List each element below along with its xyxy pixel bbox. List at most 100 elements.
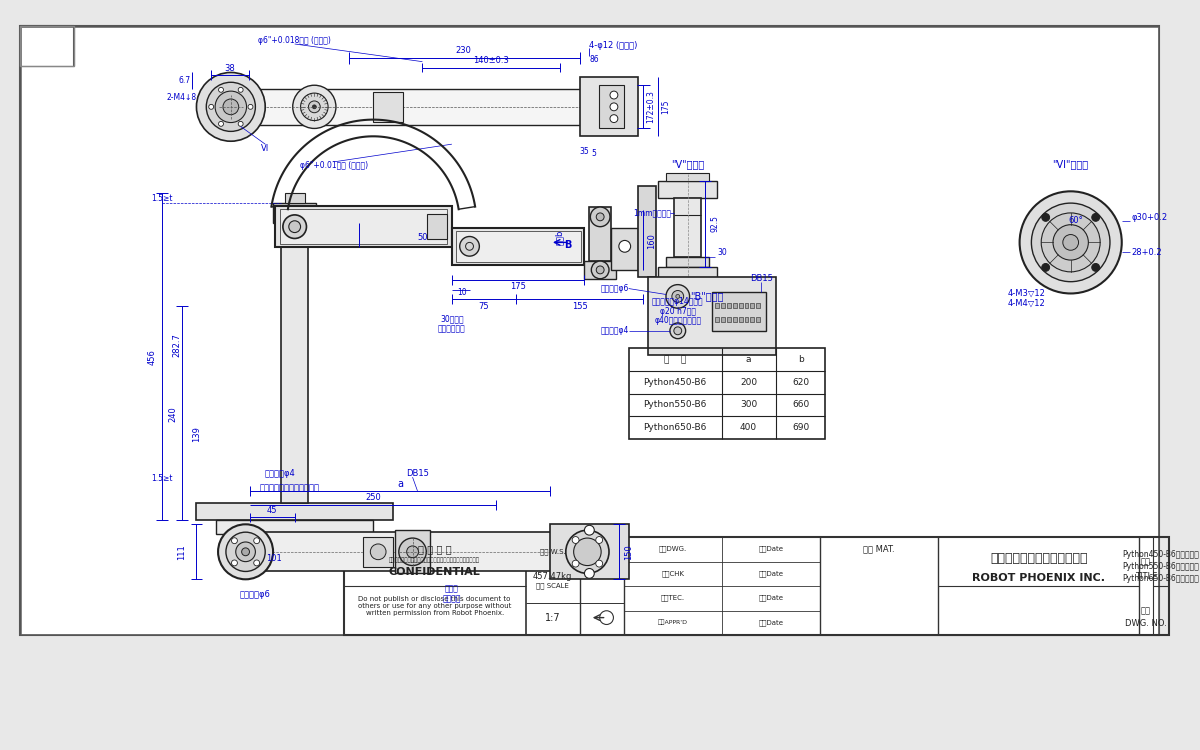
Circle shape xyxy=(218,87,223,92)
Bar xyxy=(658,267,718,286)
Bar xyxy=(275,206,452,248)
Circle shape xyxy=(232,560,238,566)
Circle shape xyxy=(206,82,256,131)
Text: 指示灯
按钮按钮: 指示灯 按钮按钮 xyxy=(443,584,461,604)
Text: 5: 5 xyxy=(592,149,596,158)
Text: 重量 W.S.: 重量 W.S. xyxy=(540,548,565,555)
Circle shape xyxy=(239,122,244,126)
Text: 240: 240 xyxy=(168,406,178,422)
Text: φ6"+0.01管管 (变位孔): φ6"+0.01管管 (变位孔) xyxy=(300,161,368,170)
Circle shape xyxy=(1042,214,1050,221)
Bar xyxy=(364,537,392,566)
Text: 139: 139 xyxy=(192,426,200,442)
Bar xyxy=(19,26,73,65)
Text: DWG. NO.: DWG. NO. xyxy=(1126,619,1166,628)
Circle shape xyxy=(218,122,223,126)
Text: 日期Date: 日期Date xyxy=(758,545,784,552)
Text: 150: 150 xyxy=(624,544,634,560)
Circle shape xyxy=(253,560,259,566)
Bar xyxy=(373,92,403,122)
Circle shape xyxy=(371,544,386,560)
Text: 工艺TEC.: 工艺TEC. xyxy=(661,595,685,602)
Text: 1:7: 1:7 xyxy=(545,613,560,622)
Text: 60°: 60° xyxy=(1068,216,1082,225)
Circle shape xyxy=(248,104,253,110)
Circle shape xyxy=(312,105,317,109)
Text: 4-M4▽12: 4-M4▽12 xyxy=(1008,298,1045,307)
Circle shape xyxy=(595,536,602,544)
Text: Python650-B6整机外形图: Python650-B6整机外形图 xyxy=(1122,574,1199,583)
Circle shape xyxy=(1063,235,1079,250)
Circle shape xyxy=(226,532,265,572)
Text: 35: 35 xyxy=(580,146,589,155)
Text: 注：机械停止位的冲程余量: 注：机械停止位的冲程余量 xyxy=(259,484,319,493)
Text: 30: 30 xyxy=(718,248,727,256)
Bar xyxy=(584,261,616,279)
Bar xyxy=(452,228,584,265)
Text: 620: 620 xyxy=(792,378,809,387)
Text: 230: 230 xyxy=(456,46,472,56)
Bar xyxy=(750,317,755,322)
Text: 175: 175 xyxy=(661,100,671,114)
Circle shape xyxy=(619,241,631,252)
Text: 456: 456 xyxy=(148,349,157,364)
Circle shape xyxy=(209,104,214,110)
Bar xyxy=(658,181,718,198)
Text: TITLE: TITLE xyxy=(1135,572,1157,580)
Circle shape xyxy=(253,538,259,544)
Text: 1.5≥t: 1.5≥t xyxy=(151,194,173,202)
Bar xyxy=(629,349,826,439)
Circle shape xyxy=(308,101,320,112)
Bar xyxy=(744,317,749,322)
Text: DB15: DB15 xyxy=(750,274,773,284)
Circle shape xyxy=(218,524,274,579)
Bar xyxy=(343,537,1169,635)
Circle shape xyxy=(235,542,256,562)
Circle shape xyxy=(670,323,685,339)
Bar xyxy=(648,277,776,356)
Text: Python550-B6整机外形图: Python550-B6整机外形图 xyxy=(1122,562,1199,571)
Circle shape xyxy=(672,290,684,302)
Bar xyxy=(281,213,308,502)
Circle shape xyxy=(584,568,594,578)
Text: B: B xyxy=(564,240,571,250)
Bar xyxy=(427,214,446,239)
Bar xyxy=(756,317,761,322)
Text: 此图纸具有保密合同，本文件不可被翻阅的第三方合作用途阅读: 此图纸具有保密合同，本文件不可被翻阅的第三方合作用途阅读 xyxy=(389,558,480,563)
Text: 690: 690 xyxy=(792,423,809,432)
Text: 250: 250 xyxy=(365,494,382,502)
Circle shape xyxy=(460,236,479,256)
Bar xyxy=(733,303,737,308)
Text: 用户气管φ4: 用户气管φ4 xyxy=(264,469,295,478)
Text: φ40机械停止位直径: φ40机械停止位直径 xyxy=(654,316,701,326)
Text: VI: VI xyxy=(262,143,269,152)
Circle shape xyxy=(595,560,602,567)
Text: 45: 45 xyxy=(266,506,277,515)
Bar xyxy=(750,303,755,308)
Circle shape xyxy=(590,207,610,226)
Text: 30或以上
满缓限位行程: 30或以上 满缓限位行程 xyxy=(438,314,466,334)
Text: φ30+0.2: φ30+0.2 xyxy=(1132,213,1168,222)
Text: 400: 400 xyxy=(740,423,757,432)
Bar xyxy=(666,172,709,181)
Text: 用户气管φ6: 用户气管φ6 xyxy=(600,284,629,293)
Text: 172±0.3: 172±0.3 xyxy=(646,91,655,123)
Text: Python650-B6: Python650-B6 xyxy=(643,423,707,432)
Text: 200: 200 xyxy=(740,378,757,387)
Bar xyxy=(721,317,725,322)
Circle shape xyxy=(232,538,238,544)
Circle shape xyxy=(215,91,246,122)
Circle shape xyxy=(572,560,580,567)
Text: 155: 155 xyxy=(571,302,588,310)
Circle shape xyxy=(300,93,328,121)
Circle shape xyxy=(584,525,594,535)
Text: 批准APPR'D: 批准APPR'D xyxy=(658,620,688,626)
Text: 日期Date: 日期Date xyxy=(758,620,784,626)
Circle shape xyxy=(666,285,690,308)
Text: 6.7: 6.7 xyxy=(179,76,191,85)
Text: Python450-B6: Python450-B6 xyxy=(643,378,707,387)
Text: 101: 101 xyxy=(266,554,282,563)
Text: 75: 75 xyxy=(478,302,488,310)
Text: 1mm平面切槽: 1mm平面切槽 xyxy=(634,209,672,218)
Circle shape xyxy=(293,86,336,128)
